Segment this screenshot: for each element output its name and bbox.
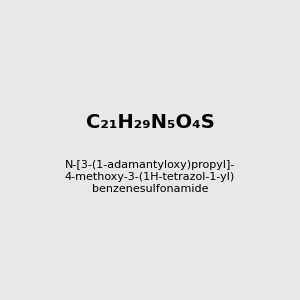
Text: N-[3-(1-adamantyloxy)propyl]-
4-methoxy-3-(1H-tetrazol-1-yl)
benzenesulfonamide: N-[3-(1-adamantyloxy)propyl]- 4-methoxy-… xyxy=(65,160,235,194)
Text: C₂₁H₂₉N₅O₄S: C₂₁H₂₉N₅O₄S xyxy=(85,113,214,133)
